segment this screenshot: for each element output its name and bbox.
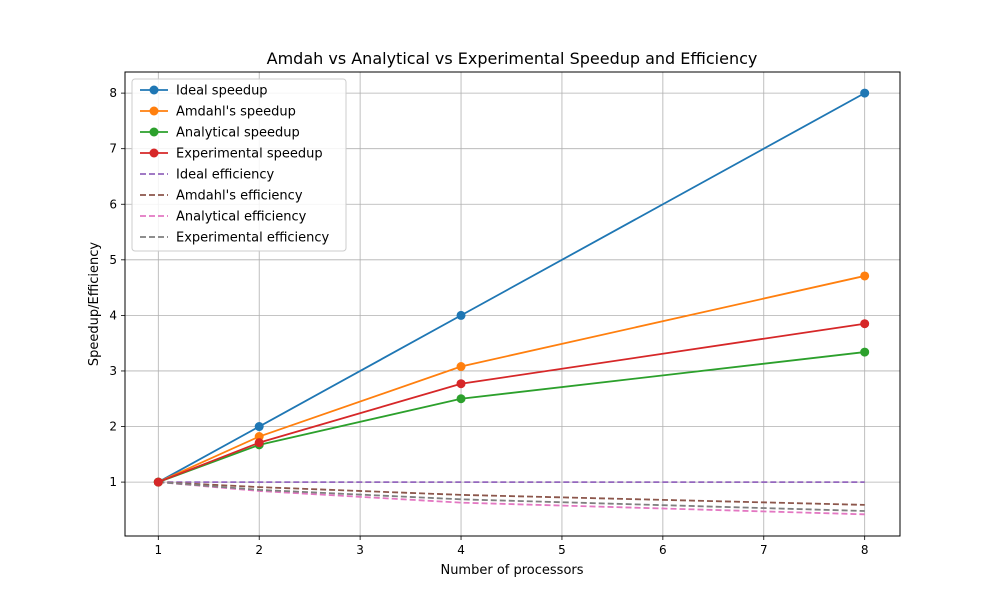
data-point-ideal-speedup (456, 310, 466, 320)
legend-entry-ideal-speedup: Ideal speedup (176, 84, 268, 99)
y-tick-label: 3 (109, 364, 117, 378)
data-point-experimental-speedup (456, 379, 466, 389)
x-axis-label: Number of processors (440, 563, 583, 578)
chart-title: Amdah vs Analytical vs Experimental Spee… (267, 49, 758, 68)
plot-frame (124, 71, 901, 537)
legend-marker (149, 106, 159, 116)
series-line-ideal-speedup (157, 92, 866, 483)
legend-marker (149, 85, 159, 95)
x-tick-label: 6 (659, 543, 667, 557)
legend-entry-analytical-speedup: Analytical speedup (176, 126, 300, 141)
data-point-amdahl-s-speedup (456, 362, 466, 372)
legend-entry-amdahl-s-efficiency: Amdahl's efficiency (176, 189, 303, 204)
grid (125, 72, 900, 536)
data-point-experimental-speedup (860, 319, 870, 329)
y-tick-label: 8 (109, 86, 117, 100)
data-point-experimental-speedup (153, 477, 163, 487)
legend-box (131, 78, 347, 252)
y-tick-label: 5 (109, 253, 117, 267)
legend-entry-ideal-efficiency: Ideal efficiency (176, 168, 275, 183)
legend-entry-experimental-speedup: Experimental speedup (176, 147, 323, 162)
data-point-analytical-speedup (860, 347, 870, 357)
y-tick-label: 6 (109, 197, 117, 211)
series-lines (153, 88, 870, 516)
legend-entry-experimental-efficiency: Experimental efficiency (176, 231, 330, 246)
data-point-ideal-speedup (254, 422, 264, 432)
series-line-analytical-speedup (157, 351, 865, 483)
y-tick-label: 2 (109, 420, 117, 434)
series-line-experimental-efficiency (158, 481, 865, 512)
series-line-amdahl-s-speedup (157, 275, 865, 483)
legend: Ideal speedup Amdahl's speedup Analytical … (131, 78, 347, 252)
legend-entry-analytical-efficiency: Analytical efficiency (176, 210, 307, 225)
data-point-amdahl-s-speedup (860, 271, 870, 281)
series-line-amdahl-s-efficiency (158, 481, 865, 506)
series-line-experimental-speedup (157, 322, 865, 483)
legend-marker (149, 127, 159, 137)
legend-marker (149, 148, 159, 158)
x-tick-label: 1 (154, 543, 162, 557)
x-tick-label: 4 (457, 543, 465, 557)
x-tick-label: 7 (760, 543, 768, 557)
y-tick-label: 4 (109, 308, 117, 322)
x-tick-label: 3 (356, 543, 364, 557)
axis-ticks: 1 2 3 4 5 6 7 8 1 2 3 4 5 6 7 8 (109, 86, 868, 557)
y-tick-label: 1 (109, 475, 117, 489)
y-axis-label: Speedup/Efficiency (87, 242, 102, 367)
data-point-analytical-speedup (456, 394, 466, 404)
data-point-ideal-speedup (860, 88, 870, 98)
x-tick-label: 8 (861, 543, 869, 557)
data-point-experimental-speedup (254, 438, 264, 448)
legend-entry-amdahl-s-speedup: Amdahl's speedup (176, 105, 296, 120)
x-tick-label: 5 (558, 543, 566, 557)
y-tick-label: 7 (109, 142, 117, 156)
x-tick-label: 2 (255, 543, 263, 557)
